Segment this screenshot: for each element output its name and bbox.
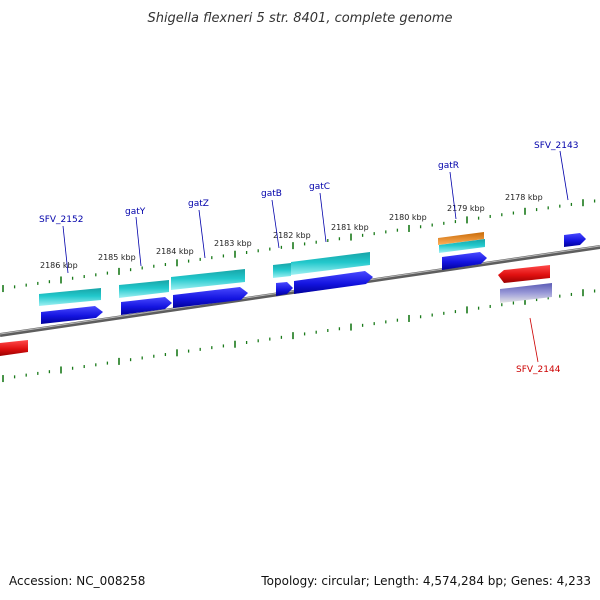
gene-leader-line [529,317,539,363]
scale-label: 2182 kbp [273,231,311,240]
scale-label: 2179 kbp [447,204,485,213]
gene-leader-line [559,150,569,201]
gene-label: gatR [438,161,459,171]
gene-gatc[interactable]: gatC [291,182,373,294]
gene-gatb[interactable]: gatB [261,189,293,296]
gene-feature-cyan [439,239,485,253]
scale-ticks-top [2,199,596,293]
gene-arrow-forward [121,297,172,315]
scale-label: 2180 kbp [389,213,427,222]
gene-feature-cyan [273,263,291,278]
gene-arrow-forward [41,306,103,324]
gene-feature-orange [438,232,484,245]
accession-label: Accession: NC_008258 [9,574,146,588]
genome-summary: Topology: circular; Length: 4,574,284 bp… [261,574,591,588]
scale-label: 2178 kbp [505,193,543,202]
gene-leader-line [198,209,206,259]
gene-label: SFV_2144 [516,365,561,375]
gene-arrow-forward [442,252,487,270]
scale-label: 2186 kbp [40,261,78,270]
gene-gatr[interactable]: gatR [438,161,487,270]
gene-leader-line [135,216,142,267]
gene-arrow-reverse [498,265,550,283]
scale-label: 2181 kbp [331,223,369,232]
gene-sfv-2144[interactable]: SFV_2144 [498,265,561,375]
map-title: Shigella flexneri 5 str. 8401, complete … [147,11,452,26]
gene-leader-line [271,199,280,249]
gene-leader-line [319,192,327,243]
gene-label: gatY [125,207,146,217]
scale-label: 2185 kbp [98,253,136,262]
gene-label: SFV_2152 [39,215,83,225]
gene-label: gatB [261,189,282,199]
gene-arrow-forward [276,282,293,296]
gene-sfv-2143[interactable]: SFV_2143 [534,141,586,247]
gene-leader-line [449,171,457,220]
gene-arrow-forward [294,271,373,294]
gene-arrow-reverse-partial[interactable] [0,340,28,356]
gene-feature-lavender [500,283,552,303]
scale-labels: 2186 kbp 2185 kbp 2184 kbp 2183 kbp 2182… [40,193,543,270]
gene-arrow-forward [173,287,248,308]
scale-label: 2183 kbp [214,239,252,248]
gene-feature-cyan [291,252,370,275]
gene-arrow-forward [564,233,586,247]
gene-label: SFV_2143 [534,141,578,151]
scale-label: 2184 kbp [156,247,194,256]
gene-gaty[interactable]: gatY [119,207,172,315]
gene-gatz[interactable]: gatZ [171,199,248,308]
gene-sfv-2152[interactable]: SFV_2152 [39,215,103,324]
scale-ticks-bottom [2,289,596,383]
gene-leader-line [62,225,69,274]
gene-label: gatC [309,182,330,192]
gene-feature-cyan [119,280,169,298]
gene-label: gatZ [188,199,209,209]
gene-feature-cyan [171,269,245,290]
gene-feature-cyan [39,288,101,306]
